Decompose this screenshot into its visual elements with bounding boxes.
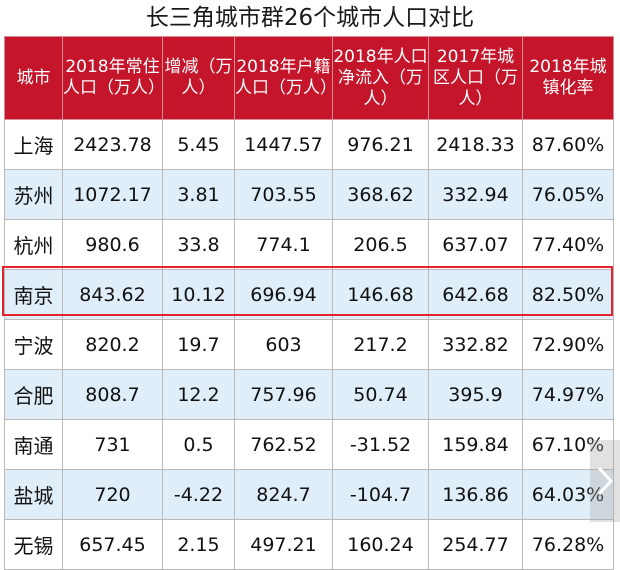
table-row: 盐城 720 -4.22 824.7 -104.7 136.86 64.03% (4, 469, 614, 520)
cell-net-inflow: -31.52 (332, 419, 429, 470)
cell-resident-population: 980.6 (62, 219, 163, 270)
cell-registered-population: 696.94 (234, 269, 333, 320)
cell-net-inflow: -104.7 (332, 469, 429, 520)
cell-change: 0.5 (162, 419, 235, 470)
cell-urbanization-rate: 76.28% (522, 519, 614, 570)
cell-resident-population: 808.7 (62, 369, 163, 420)
cell-registered-population: 603 (234, 319, 333, 370)
cell-net-inflow: 50.74 (332, 369, 429, 420)
cell-urban-population: 332.82 (428, 319, 523, 370)
cell-change: 2.15 (162, 519, 235, 570)
next-image-button[interactable] (590, 440, 620, 522)
cell-net-inflow: 160.24 (332, 519, 429, 570)
cell-urbanization-rate: 67.10% (522, 419, 614, 470)
cell-change: 3.81 (162, 169, 235, 220)
cell-registered-population: 762.52 (234, 419, 333, 470)
cell-urban-population: 136.86 (428, 469, 523, 520)
header-registered-population: 2018年户籍人口（万人） (234, 36, 333, 120)
cell-city: 宁波 (4, 319, 63, 370)
cell-urban-population: 395.9 (428, 369, 523, 420)
cell-urbanization-rate: 76.05% (522, 169, 614, 220)
cell-change: 19.7 (162, 319, 235, 370)
header-urbanization-rate: 2018年城镇化率 (522, 36, 614, 120)
cell-net-inflow: 976.21 (332, 119, 429, 170)
cell-resident-population: 657.45 (62, 519, 163, 570)
cell-urbanization-rate: 77.40% (522, 219, 614, 270)
cell-net-inflow: 146.68 (332, 269, 429, 320)
cell-urban-population: 2418.33 (428, 119, 523, 170)
cell-urban-population: 642.68 (428, 269, 523, 320)
table-row: 上海 2423.78 5.45 1447.57 976.21 2418.33 87.60% (4, 119, 614, 170)
cell-city: 南通 (4, 419, 63, 470)
cell-urban-population: 332.94 (428, 169, 523, 220)
table-row: 苏州 1072.17 3.81 703.55 368.62 332.94 76.05% (4, 169, 614, 220)
cell-urbanization-rate: 87.60% (522, 119, 614, 170)
cell-city: 上海 (4, 119, 63, 170)
cell-urbanization-rate: 82.50% (522, 269, 614, 320)
cell-city: 苏州 (4, 169, 63, 220)
cell-city: 盐城 (4, 469, 63, 520)
population-table: 城市 2018年常住人口（万人） 增减（万人） 2018年户籍人口（万人） 20… (4, 36, 614, 570)
cell-change: 33.8 (162, 219, 235, 270)
table-row: 南京 843.62 10.12 696.94 146.68 642.68 82.50% (4, 269, 614, 320)
cell-registered-population: 703.55 (234, 169, 333, 220)
cell-change: 10.12 (162, 269, 235, 320)
header-change: 增减（万人） (162, 36, 235, 120)
header-urban-population: 2017年城区人口（万人） (428, 36, 523, 120)
table-row: 宁波 820.2 19.7 603 217.2 332.82 72.90% (4, 319, 614, 370)
cell-resident-population: 820.2 (62, 319, 163, 370)
cell-resident-population: 2423.78 (62, 119, 163, 170)
table-header-row: 城市 2018年常住人口（万人） 增减（万人） 2018年户籍人口（万人） 20… (4, 36, 614, 120)
cell-registered-population: 774.1 (234, 219, 333, 270)
cell-registered-population: 757.96 (234, 369, 333, 420)
chevron-right-icon (597, 466, 614, 496)
cell-urbanization-rate: 74.97% (522, 369, 614, 420)
cell-net-inflow: 206.5 (332, 219, 429, 270)
table-row: 合肥 808.7 12.2 757.96 50.74 395.9 74.97% (4, 369, 614, 420)
table-row: 南通 731 0.5 762.52 -31.52 159.84 67.10% (4, 419, 614, 470)
cell-urbanization-rate: 64.03% (522, 469, 614, 520)
cell-urban-population: 159.84 (428, 419, 523, 470)
table-row: 杭州 980.6 33.8 774.1 206.5 637.07 77.40% (4, 219, 614, 270)
cell-city: 无锡 (4, 519, 63, 570)
cell-resident-population: 843.62 (62, 269, 163, 320)
cell-urban-population: 637.07 (428, 219, 523, 270)
cell-urban-population: 254.77 (428, 519, 523, 570)
header-city: 城市 (4, 36, 63, 120)
cell-registered-population: 824.7 (234, 469, 333, 520)
cell-net-inflow: 368.62 (332, 169, 429, 220)
cell-resident-population: 720 (62, 469, 163, 520)
cell-change: -4.22 (162, 469, 235, 520)
cell-city: 合肥 (4, 369, 63, 420)
cell-urbanization-rate: 72.90% (522, 319, 614, 370)
cell-resident-population: 1072.17 (62, 169, 163, 220)
header-net-inflow: 2018年人口净流入（万人） (332, 36, 429, 120)
page-title: 长三角城市群26个城市人口对比 (145, 5, 475, 31)
cell-resident-population: 731 (62, 419, 163, 470)
table-row: 无锡 657.45 2.15 497.21 160.24 254.77 76.28% (4, 519, 614, 570)
cell-change: 12.2 (162, 369, 235, 420)
cell-city: 南京 (4, 269, 63, 320)
header-resident-population: 2018年常住人口（万人） (62, 36, 163, 120)
cell-change: 5.45 (162, 119, 235, 170)
cell-registered-population: 497.21 (234, 519, 333, 570)
cell-net-inflow: 217.2 (332, 319, 429, 370)
cell-registered-population: 1447.57 (234, 119, 333, 170)
cell-city: 杭州 (4, 219, 63, 270)
